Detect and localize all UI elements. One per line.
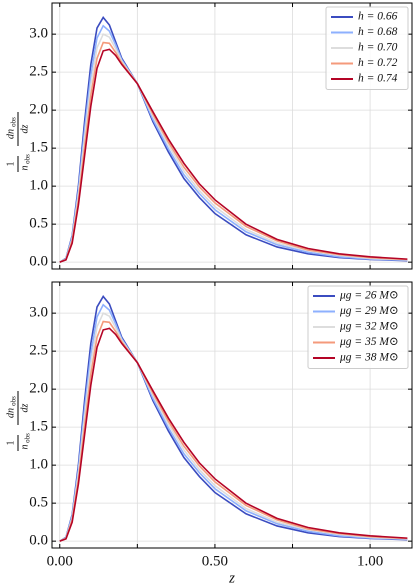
ylabel-part: dz bbox=[19, 124, 30, 133]
x-tick-label: 1.00 bbox=[357, 553, 383, 569]
legend: h = 0.66 h = 0.68 h = 0.70 h = 0.72 h = 0.74 bbox=[325, 6, 409, 90]
y-tick-label: 2.5 bbox=[29, 64, 48, 80]
ylabel-part: 1 bbox=[5, 441, 16, 446]
panel: 0.0 0.5 1.0 1.5 2.0 2.5 3.0 0.00 0.50 1.00 μg = 26… bbox=[5, 281, 413, 586]
y-tick-label: 1.0 bbox=[29, 178, 48, 194]
series-line bbox=[59, 327, 408, 542]
legend-label: h = 0.66 bbox=[358, 11, 398, 23]
y-tick-label: 1.5 bbox=[29, 140, 48, 156]
ylabel-part: obs bbox=[10, 117, 18, 127]
legend-label: h = 0.74 bbox=[358, 73, 398, 85]
ylabel-part: 1 bbox=[5, 162, 16, 167]
y-tick-label: 0.5 bbox=[29, 495, 48, 511]
ylabel-part: obs bbox=[24, 154, 32, 164]
ylabel-part: obs bbox=[10, 396, 18, 406]
y-tick-label: 0.0 bbox=[29, 254, 48, 270]
legend-box bbox=[307, 285, 409, 369]
x-tick-label: 0.50 bbox=[202, 553, 228, 569]
y-tick-label: 3.0 bbox=[29, 26, 48, 42]
y-tick-label: 1.0 bbox=[29, 457, 48, 473]
legend-label: μg = 26 M⊙ bbox=[339, 290, 399, 302]
legend-label: h = 0.72 bbox=[358, 57, 398, 69]
y-tick-label: 2.0 bbox=[29, 102, 48, 118]
ylabel-part: n bbox=[19, 445, 30, 450]
ylabel-part: n bbox=[19, 166, 30, 171]
ylabel-part: dn bbox=[5, 408, 16, 418]
legend-label: μg = 29 M⊙ bbox=[339, 305, 399, 317]
axes-frame bbox=[51, 281, 413, 549]
legend-label: h = 0.70 bbox=[358, 42, 398, 54]
x-tick-label: 0.00 bbox=[47, 553, 73, 569]
legend-label: μg = 35 M⊙ bbox=[339, 336, 399, 348]
ylabel-part: obs bbox=[24, 433, 32, 443]
legend-label: μg = 32 M⊙ bbox=[339, 321, 399, 333]
legend: μg = 26 M⊙ μg = 29 M⊙ μg = 32 M⊙ μg = 35 M⊙… bbox=[307, 285, 409, 369]
series-line bbox=[59, 48, 408, 263]
y-tick-label: 2.5 bbox=[29, 343, 48, 359]
y-tick-label: 2.0 bbox=[29, 381, 48, 397]
y-tick-label: 3.0 bbox=[29, 305, 48, 321]
axes-frame bbox=[51, 2, 413, 270]
ylabel-part: dz bbox=[19, 403, 30, 412]
legend-label: h = 0.68 bbox=[358, 26, 398, 38]
x-axis-label: z bbox=[228, 570, 235, 586]
y-tick-label: 1.5 bbox=[29, 419, 48, 435]
y-tick-label: 0.0 bbox=[29, 533, 48, 549]
panel: 0.00.51.01.52.02.53.0h = 0.66h = 0.68h =… bbox=[5, 2, 413, 270]
y-tick-label: 0.5 bbox=[29, 216, 48, 232]
legend-box bbox=[325, 6, 409, 90]
ylabel-part: dn bbox=[5, 129, 16, 139]
legend-label: μg = 38 M⊙ bbox=[339, 352, 399, 364]
